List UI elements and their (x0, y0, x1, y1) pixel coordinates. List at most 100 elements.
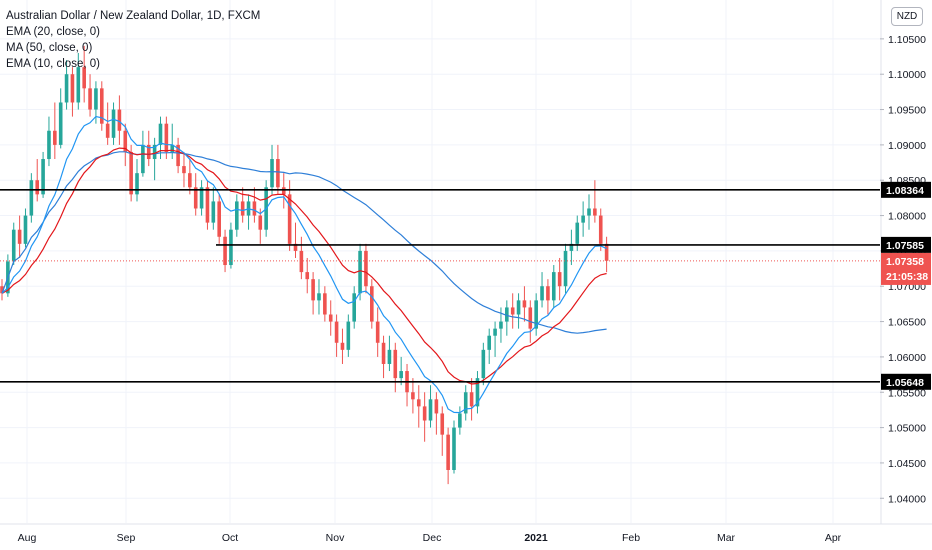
candle-body (88, 88, 92, 110)
candle-body (305, 272, 310, 280)
x-tick-label: Sep (117, 532, 136, 544)
candle (516, 293, 521, 329)
candles-layer (0, 45, 609, 485)
candle-body (481, 349, 486, 379)
y-tick-label: 1.09000 (888, 140, 926, 152)
candle-body (551, 272, 556, 301)
symbol-title[interactable]: Australian Dollar / New Zealand Dollar, … (6, 10, 261, 22)
candle (358, 243, 362, 301)
x-tick-label: Dec (423, 532, 442, 544)
x-tick-label: Apr (825, 532, 842, 544)
candle-body (117, 109, 122, 131)
candle-body (223, 236, 227, 266)
candle-body (193, 187, 198, 209)
ema20-line (1, 147, 607, 385)
y-tick-label: 1.08000 (888, 211, 926, 223)
level-price-label: 1.08364 (886, 185, 924, 197)
candle (41, 151, 45, 198)
candle (258, 208, 263, 244)
candle (587, 194, 591, 230)
candle-body (182, 166, 186, 174)
y-tick-label: 1.05500 (888, 387, 926, 399)
candle-body (381, 342, 386, 364)
candle-body (505, 307, 509, 322)
candle (176, 137, 180, 174)
candle-body (522, 300, 527, 308)
candle-body (587, 208, 591, 216)
candle (205, 180, 210, 230)
currency-badge[interactable]: NZD (891, 7, 923, 26)
candle-body (364, 250, 368, 287)
candle (540, 272, 544, 308)
candle (217, 194, 221, 244)
candle-body (229, 229, 233, 266)
candle (252, 187, 257, 223)
candle-body (323, 293, 327, 315)
candle (352, 286, 356, 329)
candle-body (281, 187, 286, 195)
candle (293, 222, 298, 258)
candle (463, 385, 468, 421)
indicator-ema20-label[interactable]: EMA (20, close, 0) (6, 26, 100, 38)
candle-body (199, 187, 204, 209)
candle-body (299, 250, 304, 273)
candle-body (135, 173, 139, 195)
candle-body (99, 88, 104, 124)
candle-body (557, 272, 562, 287)
candle-body (346, 321, 351, 350)
candle-body (534, 300, 538, 329)
candle-body (475, 378, 480, 407)
y-grid (0, 0, 880, 523)
candle (17, 215, 22, 258)
candle (452, 420, 456, 474)
candle (182, 151, 186, 188)
candle (458, 406, 462, 435)
indicator-ema10-label[interactable]: EMA (10, close, 0) (6, 58, 100, 70)
candle-body (240, 201, 245, 216)
level-lines (0, 189, 880, 383)
candle (598, 208, 603, 251)
candle-body (399, 371, 403, 379)
candle-body (105, 123, 110, 138)
candle-body (375, 321, 380, 343)
candle (405, 363, 409, 407)
candle-body (64, 74, 69, 103)
candle (375, 307, 380, 357)
candle-body (317, 293, 321, 301)
candle (53, 102, 57, 160)
candle-body (188, 173, 192, 188)
y-tick-label: 1.05000 (888, 423, 926, 435)
candle-body (340, 342, 345, 350)
last-price-label: 1.07358 (886, 256, 924, 268)
candle-body (569, 243, 574, 251)
candle-body (70, 74, 75, 103)
candle-body (311, 279, 315, 301)
indicator-ma50-label[interactable]: MA (50, close, 0) (6, 42, 93, 54)
candle-body (270, 159, 274, 188)
candle-body (35, 180, 40, 195)
candle (123, 123, 128, 167)
candle (270, 144, 274, 195)
candle (505, 300, 509, 336)
candle (305, 257, 310, 294)
candle (105, 102, 110, 145)
candle-body (440, 413, 445, 435)
candle (311, 272, 315, 315)
y-tick-label: 1.04500 (888, 458, 926, 470)
candle (146, 130, 151, 167)
indicator-lines (1, 115, 607, 414)
y-tick-label: 1.06500 (888, 317, 926, 329)
y-tick-label: 1.06000 (888, 352, 926, 364)
price-axis[interactable]: 1.105001.100001.095001.090001.085001.080… (880, 34, 926, 505)
candle-body (276, 159, 280, 188)
candle (481, 342, 486, 386)
candle-body (422, 406, 427, 421)
candle-body (293, 243, 298, 251)
candle (569, 229, 574, 266)
candle (534, 293, 538, 336)
candle-body (205, 187, 210, 223)
time-axis[interactable]: Aug Sep Oct Nov Dec 2021 Feb Mar Apr (18, 532, 842, 544)
candle-body (17, 229, 22, 244)
candle-body (94, 88, 98, 110)
